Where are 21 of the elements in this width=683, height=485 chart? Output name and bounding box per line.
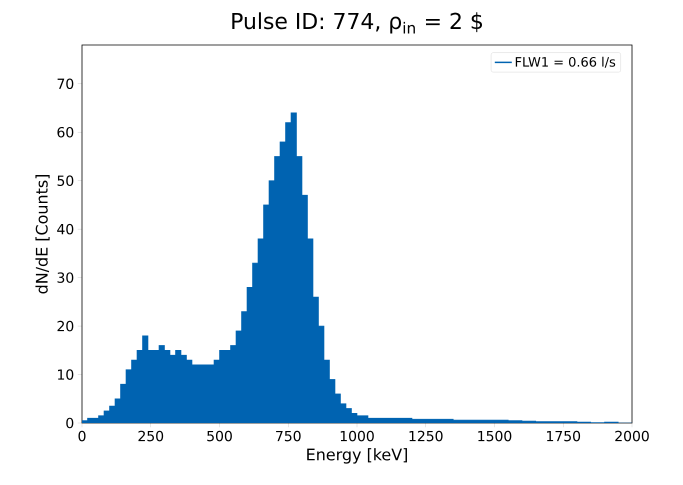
chart-title: Pulse ID: 774, ρ$_{in}$ = 2 $ [232,12,482,34]
x-tick-label: 1750 [547,430,580,442]
y-tick-label: 0 [66,418,74,428]
y-tick-label: 70 [58,78,74,90]
x-tick-label: 500 [207,430,232,442]
x-tick-label: 0 [78,430,86,442]
x-tick-label: 2000 [615,430,649,442]
x-tick-label: 250 [138,430,164,442]
y-tick-label: 60 [57,126,74,138]
y-tick-label: 50 [58,175,74,186]
y-tick-label: 20 [57,320,74,332]
y-axis-title: dN/dE [Counts] [35,175,50,294]
x-tick-label: 1500 [478,430,512,442]
y-tick-label: 30 [58,272,74,283]
x-tick-label: 750 [276,430,301,442]
x-tick-label: 1250 [410,430,443,442]
y-tick-label: 40 [57,224,74,234]
x-tick-label: 1000 [340,430,374,442]
legend-label: FLW1 = 0.66 l/s [516,56,616,68]
y-tick-label: 10 [58,369,74,380]
x-axis-title: Energy [keV] [307,448,407,464]
